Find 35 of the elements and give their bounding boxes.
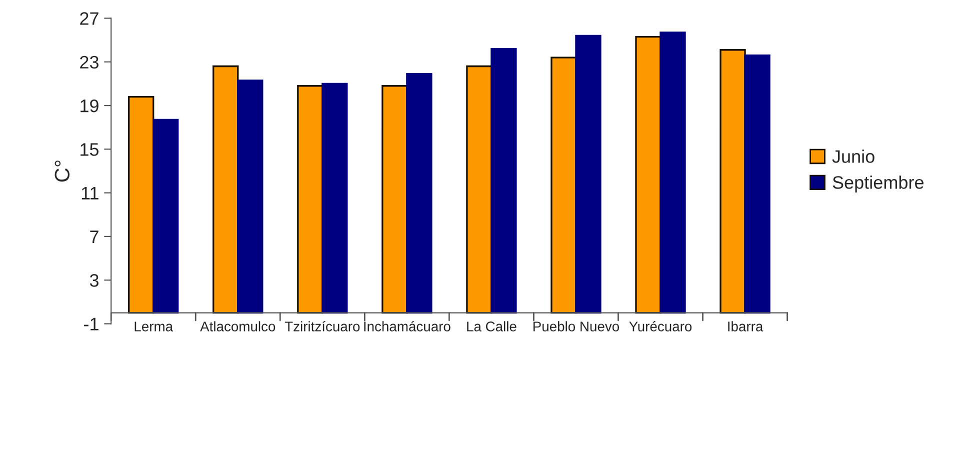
x-tick-label: Tziritzícuaro	[284, 321, 360, 332]
y-tick-label: 15	[80, 143, 99, 156]
bar	[237, 80, 264, 314]
y-axis-title: C°	[54, 160, 70, 182]
x-tick-label: Pueblo Nuevo	[533, 321, 620, 332]
bar	[490, 48, 517, 314]
bar	[297, 85, 324, 314]
legend-label: Septiembre	[832, 176, 924, 192]
bar	[128, 96, 154, 314]
bar	[575, 34, 602, 314]
bar	[466, 65, 492, 314]
x-tick-label: Lerma	[134, 322, 174, 332]
y-tick-label: -1	[84, 318, 98, 330]
legend-label: Junio	[832, 150, 874, 163]
x-tick-label: Inchamácuaro	[364, 321, 450, 332]
bar	[635, 36, 662, 314]
x-tick-label: La Calle	[467, 321, 516, 332]
x-tick-label: Yurécuaro	[629, 321, 692, 332]
bar	[406, 73, 432, 314]
bar	[744, 54, 770, 314]
y-tick-label: 27	[80, 12, 98, 25]
y-tick-label: 19	[80, 99, 98, 112]
y-tick-label: 7	[90, 230, 98, 244]
y-tick-label: 23	[80, 56, 98, 69]
bar	[212, 65, 239, 314]
bar	[550, 56, 577, 314]
bar	[152, 118, 179, 314]
bar	[720, 49, 746, 314]
y-tick-label: 11	[82, 186, 98, 200]
bar	[660, 32, 686, 314]
bar	[322, 82, 348, 314]
x-tick-label: Ibarra	[728, 321, 764, 332]
bar	[382, 85, 408, 314]
y-tick-label: 3	[90, 274, 98, 287]
x-tick-label: Atlacomulco	[200, 321, 276, 332]
